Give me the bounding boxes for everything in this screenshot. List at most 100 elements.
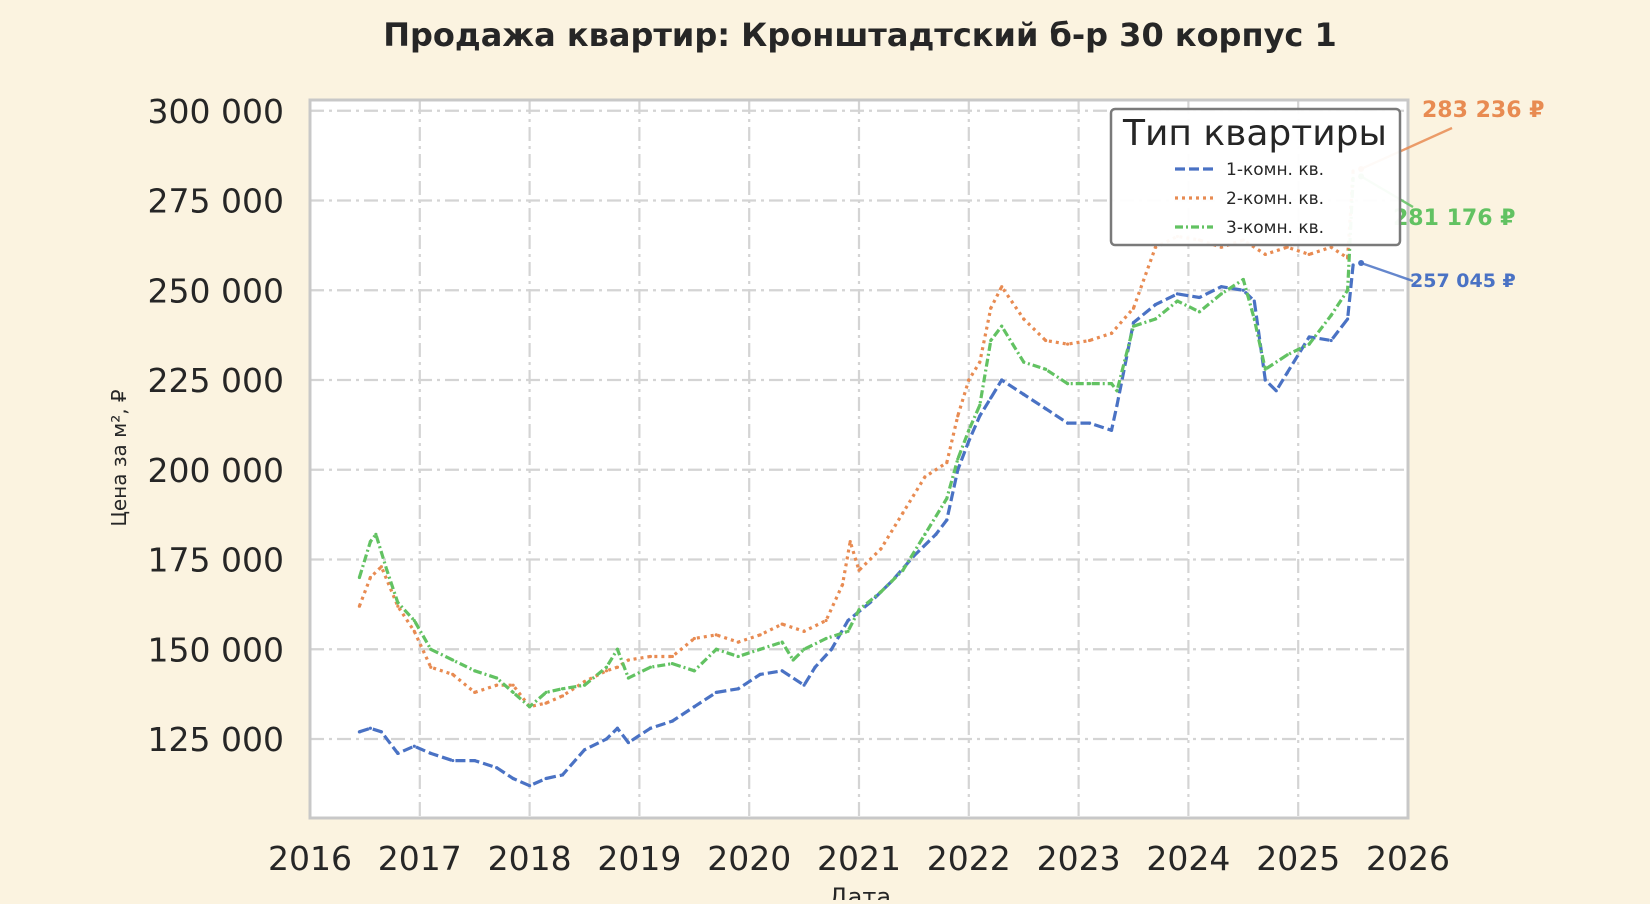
data-point xyxy=(582,679,587,684)
data-point xyxy=(956,468,960,472)
data-point xyxy=(560,773,565,777)
x-tick-label: 2024 xyxy=(1146,839,1230,878)
data-point xyxy=(978,403,982,407)
data-point xyxy=(945,460,949,465)
data-point xyxy=(956,457,960,461)
legend-label: 1-комн. кв. xyxy=(1226,160,1324,180)
legend-box xyxy=(1109,107,1402,247)
x-tick-label: 2019 xyxy=(597,839,681,878)
data-point xyxy=(1087,382,1092,386)
data-point xyxy=(692,636,696,641)
data-point xyxy=(615,665,620,669)
x-axis-label: Дата xyxy=(829,883,891,900)
data-point xyxy=(1329,313,1333,317)
data-point xyxy=(495,676,499,680)
data-point xyxy=(1000,285,1004,289)
annotation-arrow xyxy=(1360,261,1414,283)
data-point xyxy=(1044,338,1048,343)
data-point xyxy=(945,518,949,522)
data-point xyxy=(429,751,433,755)
data-point xyxy=(1109,428,1114,432)
data-point xyxy=(1241,288,1245,292)
data-point xyxy=(1241,277,1245,282)
data-point xyxy=(1066,382,1070,386)
x-tick-label: 2017 xyxy=(378,839,462,878)
data-point xyxy=(791,658,795,662)
x-tick-label: 2025 xyxy=(1256,839,1340,878)
data-point xyxy=(528,784,532,788)
y-tick-label: 225 000 xyxy=(148,361,284,400)
data-point xyxy=(758,633,762,637)
y-tick-label: 200 000 xyxy=(148,451,284,490)
x-tick-label: 2022 xyxy=(927,839,1011,878)
data-point xyxy=(1115,389,1119,393)
data-point xyxy=(1153,317,1158,321)
data-point xyxy=(1263,367,1267,371)
data-point xyxy=(1307,335,1311,339)
plot-frame xyxy=(308,98,1410,820)
data-point xyxy=(544,701,548,705)
y-tick-label: 125 000 xyxy=(148,720,284,759)
data-point xyxy=(604,737,609,741)
data-point xyxy=(1115,403,1119,407)
legend-title: Тип квартиры xyxy=(1122,113,1387,154)
data-point xyxy=(780,622,784,626)
data-point xyxy=(714,690,718,694)
data-point xyxy=(1131,306,1136,310)
data-point xyxy=(429,665,433,669)
data-point xyxy=(604,665,609,669)
x-tick-label: 2016 xyxy=(268,839,352,878)
data-point xyxy=(714,647,718,651)
data-point xyxy=(582,683,587,687)
data-point xyxy=(473,669,477,673)
data-point xyxy=(544,776,548,781)
data-point xyxy=(813,665,817,669)
data-point xyxy=(1197,295,1201,300)
data-point xyxy=(1346,317,1350,321)
data-point xyxy=(989,396,993,400)
data-point xyxy=(1274,389,1278,393)
data-point xyxy=(857,608,861,612)
data-point xyxy=(945,496,949,501)
data-point xyxy=(736,687,740,691)
data-point xyxy=(1197,310,1201,314)
data-point xyxy=(604,669,609,673)
data-point xyxy=(368,726,372,730)
data-point xyxy=(736,640,740,644)
data-point xyxy=(989,306,993,310)
data-point xyxy=(857,568,861,572)
data-point xyxy=(1131,320,1136,325)
data-point xyxy=(848,539,852,544)
data-point xyxy=(511,683,515,687)
data-point xyxy=(1175,292,1180,296)
data-point xyxy=(511,776,515,781)
data-point xyxy=(396,601,400,605)
data-point xyxy=(758,672,762,677)
data-point xyxy=(780,669,784,673)
data-point xyxy=(582,748,587,752)
data-point xyxy=(780,640,784,644)
data-point xyxy=(840,583,845,587)
data-point xyxy=(879,590,883,594)
data-point xyxy=(357,575,362,580)
data-point xyxy=(1285,371,1289,375)
data-point xyxy=(1087,421,1092,425)
data-point xyxy=(967,428,971,432)
data-point xyxy=(451,672,455,677)
data-point xyxy=(967,378,971,382)
y-tick-label: 275 000 xyxy=(148,182,284,221)
data-point xyxy=(978,414,982,418)
data-point xyxy=(670,654,674,659)
data-point xyxy=(473,690,477,694)
data-point xyxy=(1066,421,1070,425)
data-point xyxy=(473,758,477,763)
data-point xyxy=(1175,299,1180,303)
data-point xyxy=(824,618,828,623)
data-point xyxy=(1346,288,1350,292)
data-point xyxy=(379,565,383,569)
tick-labels: 2016 2017 2018 2019 2020 2021 2022 2023 2024 2025… xyxy=(148,92,1450,878)
x-tick-label: 2020 xyxy=(707,839,791,878)
data-point xyxy=(379,730,383,734)
data-point xyxy=(670,719,674,723)
